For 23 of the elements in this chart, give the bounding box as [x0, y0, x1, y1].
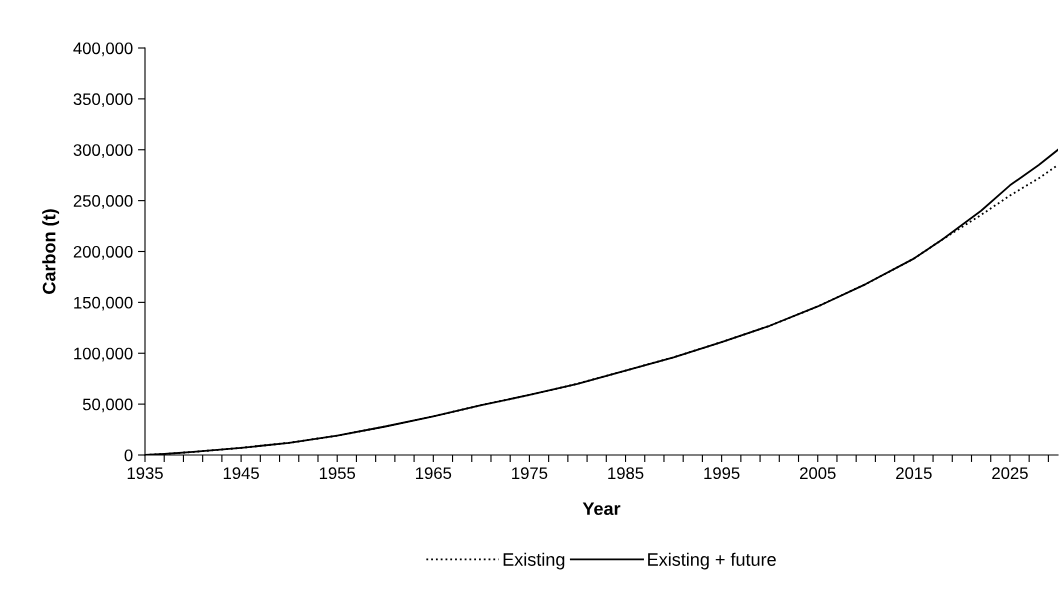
y-tick-label: 400,000 [73, 42, 133, 57]
x-tick-label: 1955 [319, 467, 356, 480]
legend-label: Existing + future [648, 552, 776, 570]
y-tick-label: 200,000 [73, 245, 133, 260]
x-tick-label: 1975 [512, 467, 548, 480]
x-tick-label: 1935 [127, 467, 163, 480]
x-axis-title: Year [582, 502, 621, 516]
y-tick-label: 250,000 [73, 195, 133, 209]
y-tick-label: 150,000 [74, 296, 133, 311]
x-tick-label: 2025 [992, 467, 1028, 480]
y-axis-title: Carbon (t) [42, 209, 60, 294]
y-tick-label: 50,000 [82, 398, 133, 413]
y-tick-label: 0 [124, 449, 133, 462]
legend-label: Existing [503, 552, 565, 570]
x-tick-label: 1985 [608, 467, 644, 480]
x-tick-label: 2015 [896, 467, 932, 480]
y-tick-label: 350,000 [73, 93, 133, 108]
x-tick-label: 1945 [223, 467, 259, 480]
x-tick-label: 1995 [704, 467, 740, 480]
x-tick-label: 2005 [800, 467, 836, 480]
y-tick-label: 300,000 [73, 144, 133, 158]
y-tick-label: 100,000 [74, 347, 133, 362]
x-tick-label: 1965 [416, 467, 452, 480]
